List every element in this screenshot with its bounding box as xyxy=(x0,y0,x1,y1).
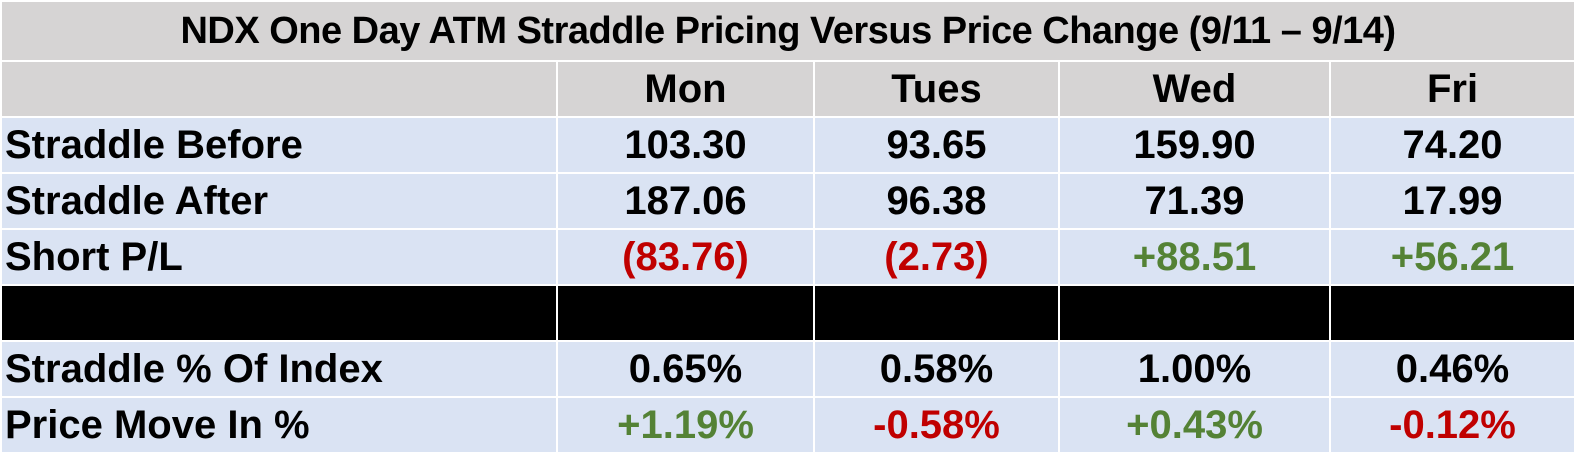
header-cell-fri: Fri xyxy=(1328,60,1574,118)
cell-value: +56.21 xyxy=(1328,228,1574,286)
cell-value: 74.20 xyxy=(1328,116,1574,174)
cell-value: 71.39 xyxy=(1058,172,1331,230)
header-cell-wed: Wed xyxy=(1058,60,1331,118)
row-label: Short P/L xyxy=(0,228,558,286)
table-row-straddle-after: Straddle After 187.06 96.38 71.39 17.99 xyxy=(0,172,1574,230)
header-row: Mon Tues Wed Fri xyxy=(0,60,1574,118)
separator-cell xyxy=(556,284,815,342)
row-label: Straddle After xyxy=(0,172,558,230)
row-label: Straddle % Of Index xyxy=(0,340,558,398)
table-row-straddle-before: Straddle Before 103.30 93.65 159.90 74.2… xyxy=(0,116,1574,174)
straddle-table: NDX One Day ATM Straddle Pricing Versus … xyxy=(0,0,1574,454)
cell-value: 0.58% xyxy=(813,340,1060,398)
cell-value: 96.38 xyxy=(813,172,1060,230)
separator-cell xyxy=(0,284,558,342)
cell-value: 0.46% xyxy=(1328,340,1574,398)
cell-value: 103.30 xyxy=(556,116,815,174)
cell-value: +88.51 xyxy=(1058,228,1331,286)
header-cell-mon: Mon xyxy=(556,60,815,118)
cell-value: (83.76) xyxy=(556,228,815,286)
cell-value: +1.19% xyxy=(556,396,815,454)
table-row-straddle-pct-index: Straddle % Of Index 0.65% 0.58% 1.00% 0.… xyxy=(0,340,1574,398)
separator-cell xyxy=(813,284,1060,342)
cell-value: -0.12% xyxy=(1328,396,1574,454)
cell-value: (2.73) xyxy=(813,228,1060,286)
cell-value: 1.00% xyxy=(1058,340,1331,398)
separator-row xyxy=(0,284,1574,342)
cell-value: +0.43% xyxy=(1058,396,1331,454)
header-cell-tues: Tues xyxy=(813,60,1060,118)
cell-value: -0.58% xyxy=(813,396,1060,454)
cell-value: 159.90 xyxy=(1058,116,1331,174)
cell-value: 0.65% xyxy=(556,340,815,398)
row-label: Straddle Before xyxy=(0,116,558,174)
cell-value: 187.06 xyxy=(556,172,815,230)
table-row-short-pl: Short P/L (83.76) (2.73) +88.51 +56.21 xyxy=(0,228,1574,286)
separator-cell xyxy=(1058,284,1331,342)
header-cell-empty xyxy=(0,60,558,118)
table-row-price-move-pct: Price Move In % +1.19% -0.58% +0.43% -0.… xyxy=(0,396,1574,454)
cell-value: 17.99 xyxy=(1328,172,1574,230)
row-label: Price Move In % xyxy=(0,396,558,454)
table-title: NDX One Day ATM Straddle Pricing Versus … xyxy=(0,0,1574,62)
cell-value: 93.65 xyxy=(813,116,1060,174)
separator-cell xyxy=(1328,284,1574,342)
